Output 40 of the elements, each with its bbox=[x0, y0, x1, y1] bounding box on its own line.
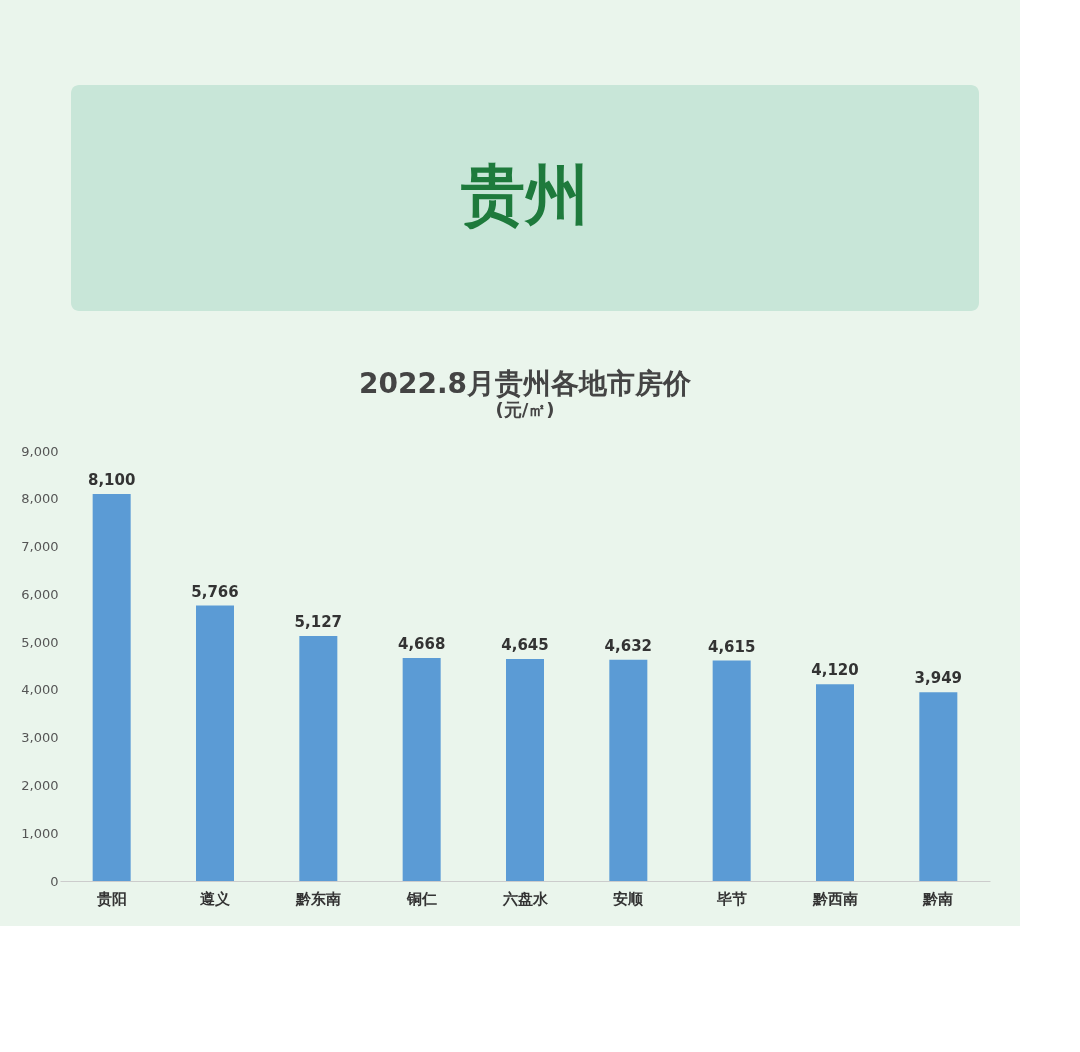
data-label: 8,100 bbox=[87, 471, 136, 489]
x-tick-label: 六盘水 bbox=[501, 889, 549, 908]
x-tick-label: 黔东南 bbox=[294, 889, 341, 908]
chart-subtitle: 2022.8月贵州各地市房价 bbox=[358, 367, 693, 400]
bar bbox=[92, 494, 131, 881]
bar bbox=[402, 657, 441, 881]
x-tick-label: 安顺 bbox=[613, 889, 645, 908]
y-tick-label: 9,000 bbox=[21, 443, 59, 459]
x-tick-label: 毕节 bbox=[715, 889, 747, 908]
bar bbox=[299, 636, 338, 881]
y-tick-label: 7,000 bbox=[21, 539, 59, 555]
y-tick-label: 5,000 bbox=[21, 634, 59, 650]
bar bbox=[919, 692, 958, 881]
data-label: 4,120 bbox=[811, 661, 859, 680]
x-tick-label: 遵义 bbox=[200, 889, 231, 908]
y-tick-label: 2,000 bbox=[21, 777, 59, 793]
data-label: 4,645 bbox=[501, 636, 549, 655]
y-tick-label: 4,000 bbox=[21, 682, 59, 698]
y-tick-label: 8,000 bbox=[21, 491, 59, 507]
bar bbox=[196, 605, 234, 881]
text: (元/㎡) bbox=[495, 399, 555, 420]
data-label: 4,632 bbox=[604, 636, 653, 655]
data-label: 4,615 bbox=[707, 637, 756, 656]
y-tick-label: 6,000 bbox=[21, 586, 59, 602]
y-tick-label: 0 bbox=[50, 873, 59, 889]
data-label: 3,949 bbox=[914, 669, 963, 688]
x-tick-label: 铜仁 bbox=[405, 889, 437, 908]
data-label: 5,127 bbox=[294, 613, 343, 632]
bar bbox=[609, 659, 648, 881]
bar bbox=[816, 684, 854, 881]
data-label: 5,766 bbox=[191, 582, 239, 601]
y-tick-label: 1,000 bbox=[21, 825, 59, 841]
y-tick-label: 3,000 bbox=[21, 730, 59, 746]
chart-title: 贵州 bbox=[461, 158, 589, 232]
x-tick-label: 贵阳 bbox=[95, 889, 127, 908]
x-tick-label: 黔南 bbox=[922, 889, 954, 908]
x-tick-label: 黔西南 bbox=[811, 889, 858, 908]
bar bbox=[506, 659, 544, 881]
data-label: 4,668 bbox=[397, 634, 446, 653]
bar bbox=[712, 660, 751, 881]
